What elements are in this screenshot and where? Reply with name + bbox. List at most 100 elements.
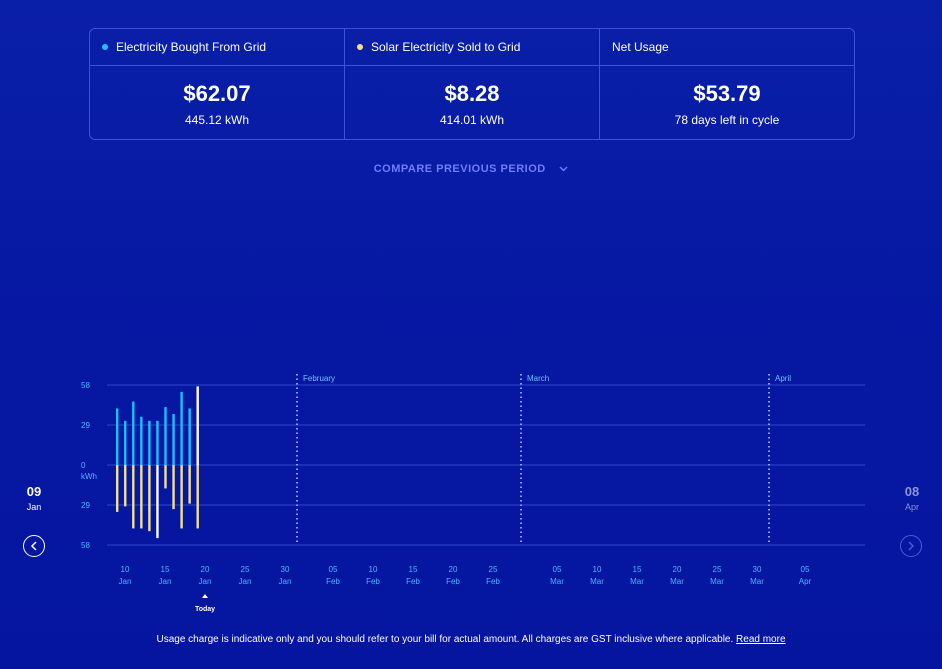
next-period-button[interactable] <box>900 535 922 557</box>
bought-bar <box>124 420 127 465</box>
previous-period-button[interactable] <box>23 535 45 557</box>
bought-bar <box>148 420 151 465</box>
period-end-month: Apr <box>904 502 919 512</box>
x-tick-day: 05 <box>329 565 338 574</box>
sold-bar <box>172 465 175 510</box>
disclaimer-text: Usage charge is indicative only and you … <box>156 634 734 645</box>
sold-bar <box>124 465 127 507</box>
x-tick-month: Mar <box>550 577 564 586</box>
bought-bar <box>140 416 143 465</box>
sold-bar <box>116 465 119 512</box>
period-start-month: Jan <box>26 502 42 512</box>
bought-bar <box>172 413 175 465</box>
sold-bar <box>164 465 167 489</box>
bought-card: Electricity Bought From Grid $62.07 445.… <box>90 29 345 139</box>
compare-label: COMPARE PREVIOUS PERIOD <box>373 163 546 175</box>
bought-card-body: $62.07 445.12 kWh <box>90 66 344 139</box>
bought-amount: $62.07 <box>183 80 251 106</box>
bought-bar <box>156 420 159 465</box>
bought-bar <box>116 408 119 465</box>
sold-dot-icon <box>357 44 363 50</box>
today-marker-icon <box>202 594 208 598</box>
x-tick-day: 15 <box>161 565 170 574</box>
sold-card: Solar Electricity Sold to Grid $8.28 414… <box>345 29 600 139</box>
today-label: Today <box>195 606 215 613</box>
month-marker-label: March <box>527 374 549 383</box>
sold-bar <box>188 465 191 504</box>
x-tick-month: Mar <box>630 577 644 586</box>
net-card: Net Usage $53.79 78 days left in cycle <box>600 29 854 139</box>
bought-dot-icon <box>102 44 108 50</box>
compare-previous-period-button[interactable]: COMPARE PREVIOUS PERIOD <box>0 163 942 175</box>
x-tick-day: 25 <box>489 565 498 574</box>
y-tick-label: 29 <box>81 421 90 430</box>
x-tick-month: Mar <box>590 577 604 586</box>
chevron-down-icon <box>559 164 568 175</box>
x-tick-day: 25 <box>241 565 250 574</box>
sold-bar <box>180 465 183 529</box>
x-tick-day: 10 <box>593 565 602 574</box>
net-card-header: Net Usage <box>600 29 854 66</box>
x-tick-month: Jan <box>239 577 252 586</box>
x-tick-month: Jan <box>119 577 132 586</box>
x-tick-month: Feb <box>446 577 460 586</box>
net-label: Net Usage <box>612 40 669 54</box>
bought-label: Electricity Bought From Grid <box>116 40 267 54</box>
x-tick-day: 20 <box>201 565 210 574</box>
x-tick-month: Feb <box>326 577 340 586</box>
x-tick-day: 05 <box>553 565 562 574</box>
sold-card-header: Solar Electricity Sold to Grid <box>345 29 599 66</box>
y-tick-label: 0 <box>81 461 86 470</box>
y-tick-label: 58 <box>81 381 90 390</box>
x-tick-month: Apr <box>799 577 812 586</box>
bought-bar <box>164 407 167 465</box>
x-tick-month: Jan <box>199 577 212 586</box>
bought-bar <box>132 401 135 465</box>
x-tick-month: Mar <box>750 577 764 586</box>
bought-kwh: 445.12 kWh <box>184 112 250 127</box>
chevron-right-icon <box>908 541 915 551</box>
bought-bar <box>196 386 199 465</box>
period-end-date: 08 Apr <box>892 484 932 512</box>
sold-amount: $8.28 <box>444 80 500 106</box>
x-tick-day: 30 <box>753 565 762 574</box>
x-tick-month: Feb <box>486 577 500 586</box>
x-tick-day: 20 <box>673 565 682 574</box>
x-tick-day: 15 <box>409 565 418 574</box>
period-end-day: 08 <box>904 484 920 499</box>
usage-summary: Electricity Bought From Grid $62.07 445.… <box>89 28 855 140</box>
x-tick-day: 10 <box>121 565 130 574</box>
bought-bar <box>188 408 191 465</box>
period-start-day: 09 <box>26 484 42 499</box>
chevron-left-icon <box>30 541 37 551</box>
disclaimer: Usage charge is indicative only and you … <box>0 634 942 645</box>
days-left: 78 days left in cycle <box>674 112 780 127</box>
x-tick-day: 30 <box>281 565 290 574</box>
month-marker-label: April <box>775 374 791 383</box>
x-tick-day: 15 <box>633 565 642 574</box>
sold-bar <box>140 465 143 529</box>
x-tick-month: Mar <box>710 577 724 586</box>
month-marker-label: February <box>303 374 335 383</box>
sold-card-body: $8.28 414.01 kWh <box>345 66 599 139</box>
x-tick-month: Feb <box>366 577 380 586</box>
x-tick-month: Mar <box>670 577 684 586</box>
sold-bar <box>148 465 151 532</box>
x-tick-day: 20 <box>449 565 458 574</box>
period-start-date: 09 Jan <box>14 484 54 512</box>
x-tick-day: 25 <box>713 565 722 574</box>
net-card-body: $53.79 78 days left in cycle <box>600 66 854 139</box>
x-tick-month: Feb <box>406 577 420 586</box>
sold-kwh: 414.01 kWh <box>439 112 505 127</box>
x-tick-day: 05 <box>801 565 810 574</box>
x-tick-day: 10 <box>369 565 378 574</box>
x-tick-month: Jan <box>279 577 292 586</box>
y-tick-label: 29 <box>81 501 90 510</box>
y-tick-label: 58 <box>81 541 90 550</box>
read-more-link[interactable]: Read more <box>736 634 786 645</box>
sold-bar <box>156 465 159 539</box>
net-amount: $53.79 <box>693 80 761 106</box>
bought-card-header: Electricity Bought From Grid <box>90 29 344 66</box>
sold-bar <box>132 465 135 529</box>
